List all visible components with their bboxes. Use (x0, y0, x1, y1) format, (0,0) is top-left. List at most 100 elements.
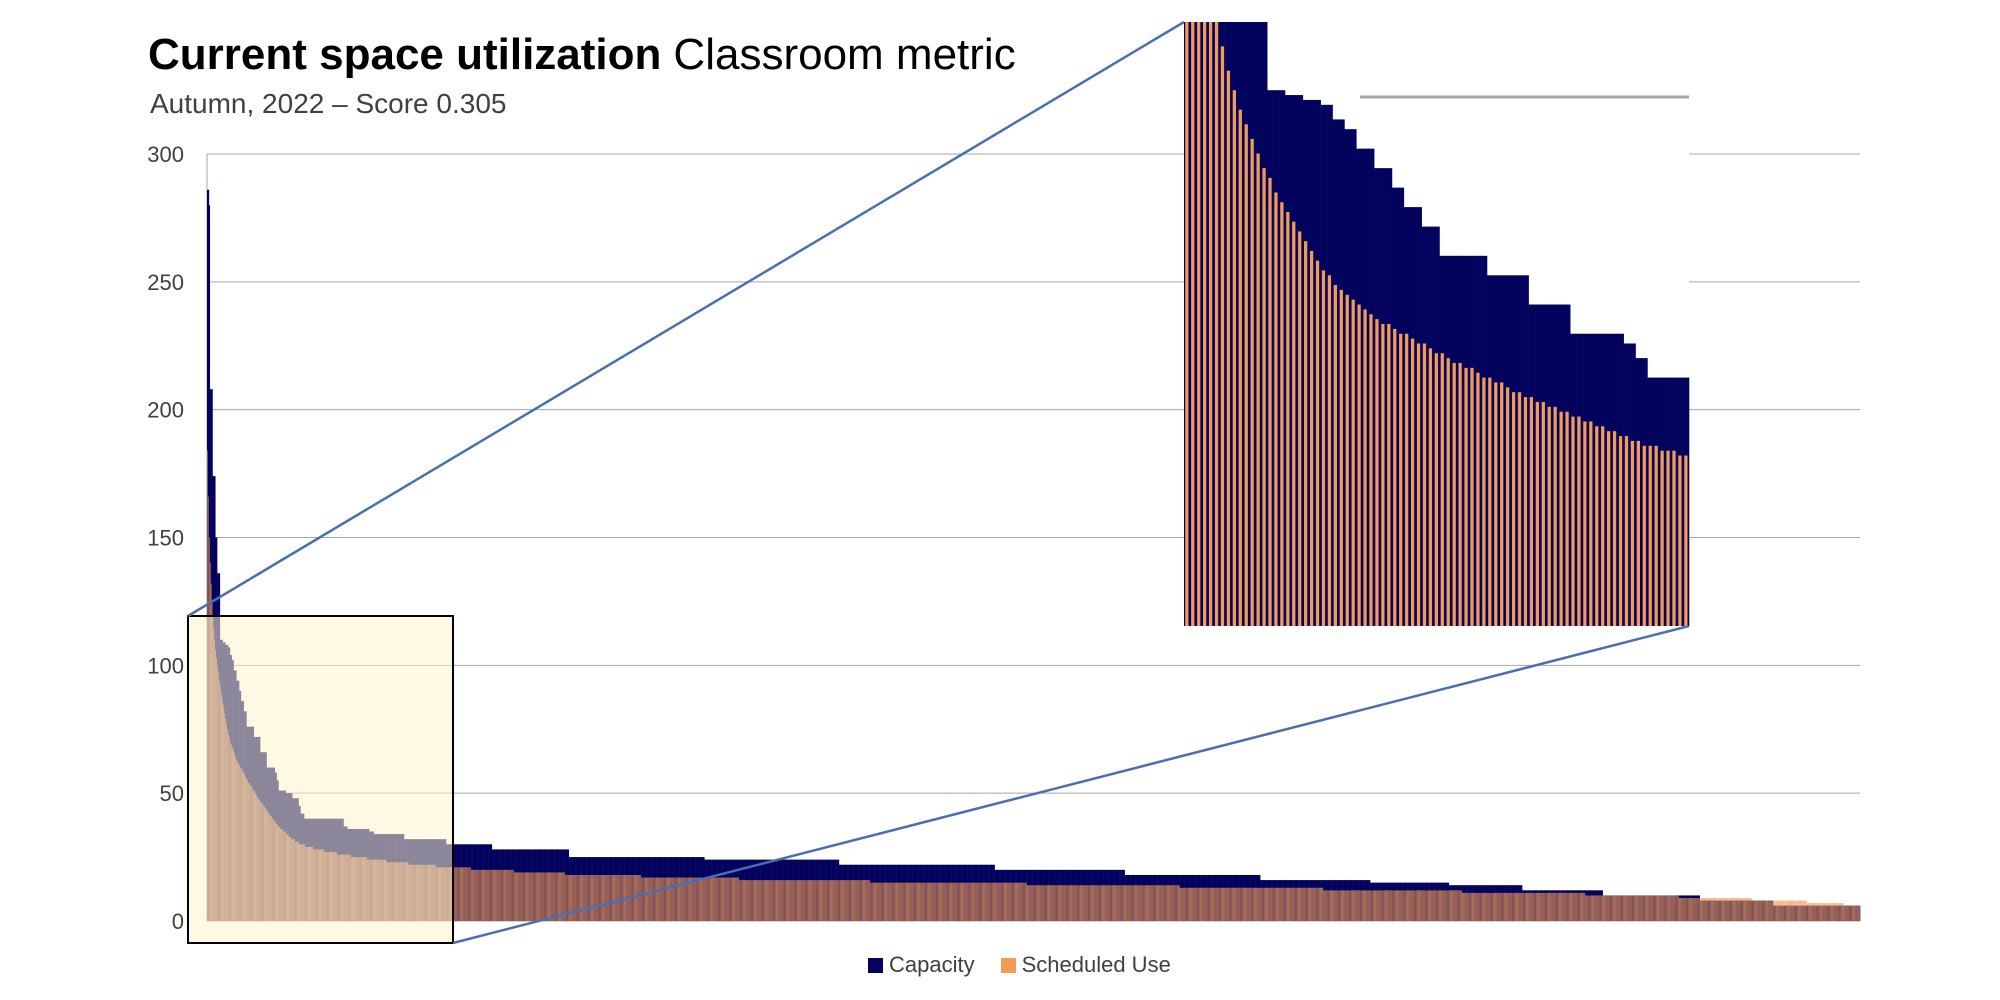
scheduled-use-bar (688, 877, 690, 921)
scheduled-use-bar (578, 874, 580, 921)
scheduled-use-bar (1532, 892, 1533, 921)
scheduled-use-bar (1423, 890, 1424, 921)
scheduled-use-bar (1080, 885, 1082, 921)
scheduled-use-bar (884, 882, 886, 921)
scheduled-use-bar (769, 880, 771, 921)
scheduled-use-bar (1553, 892, 1554, 921)
scheduled-use-bar (1616, 895, 1618, 921)
scheduled-use-bar (1162, 885, 1163, 921)
scheduled-use-bar (1697, 897, 1698, 921)
scheduled-use-bar (1236, 887, 1238, 921)
scheduled-use-bar (978, 882, 979, 921)
scheduled-use-bar (1299, 887, 1301, 921)
scheduled-use-bar (514, 872, 516, 921)
inset-scheduled-use-bar (1363, 309, 1367, 626)
scheduled-use-bar (478, 869, 479, 921)
scheduled-use-bar (1721, 897, 1723, 921)
scheduled-use-bar (1714, 897, 1716, 921)
inset-scheduled-use-bar (1304, 241, 1308, 626)
scheduled-use-bar (701, 877, 703, 921)
inset-scheduled-use-bar (1511, 392, 1516, 626)
scheduled-use-bar (1075, 885, 1076, 921)
scheduled-use-bar (1197, 887, 1198, 921)
scheduled-use-bar (1613, 895, 1615, 921)
scheduled-use-bar (966, 882, 967, 921)
scheduled-use-bar (664, 877, 665, 921)
scheduled-use-bar (1797, 900, 1799, 921)
inset-scheduled-use-bar (1422, 343, 1427, 626)
scheduled-use-bar (1680, 897, 1682, 921)
scheduled-use-bar (1677, 895, 1678, 921)
scheduled-use-bar (1629, 895, 1631, 921)
scheduled-use-bar (949, 882, 951, 921)
scheduled-use-bar (522, 872, 523, 921)
scheduled-use-bar (1218, 887, 1219, 921)
scheduled-use-bar (1385, 890, 1387, 921)
scheduled-use-bar (1654, 895, 1655, 921)
inset-scheduled-use-bar (1357, 304, 1361, 626)
scheduled-use-bar (1144, 885, 1145, 921)
scheduled-use-bar (946, 882, 947, 921)
scheduled-use-bar (767, 880, 769, 921)
scheduled-use-bar (1803, 900, 1805, 921)
scheduled-use-bar (1551, 892, 1553, 921)
scheduled-use-bar (1374, 890, 1376, 921)
scheduled-use-bar (1525, 892, 1527, 921)
scheduled-use-bar (1118, 885, 1119, 921)
scheduled-use-bar (1841, 903, 1843, 921)
scheduled-use-bar (963, 882, 965, 921)
connector-line-top (187, 20, 1185, 618)
scheduled-use-bar (1302, 887, 1304, 921)
scheduled-use-bar (1769, 900, 1771, 921)
scheduled-use-bar (728, 877, 729, 921)
inset-scheduled-use-bar (1452, 362, 1456, 626)
scheduled-use-bar (1459, 890, 1460, 921)
scheduled-use-bar (1574, 892, 1576, 921)
scheduled-use-bar (1625, 895, 1627, 921)
scheduled-use-bar (557, 872, 559, 921)
scheduled-use-bar (1187, 887, 1188, 921)
scheduled-use-bar (1821, 903, 1823, 921)
scheduled-use-bar (932, 882, 934, 921)
scheduled-use-bar (1463, 892, 1465, 921)
scheduled-use-bar (1418, 890, 1420, 921)
scheduled-use-bar (1397, 890, 1399, 921)
scheduled-use-bar (1751, 897, 1752, 921)
scheduled-use-bar (882, 882, 883, 921)
scheduled-use-bar (1467, 892, 1468, 921)
scheduled-use-bar (954, 882, 956, 921)
scheduled-use-bar (1213, 887, 1215, 921)
scheduled-use-bar (925, 882, 926, 921)
scheduled-use-bar (1327, 890, 1328, 921)
scheduled-use-bar (774, 880, 775, 921)
scheduled-use-bar (1388, 890, 1390, 921)
scheduled-use-bar (523, 872, 524, 921)
scheduled-use-bar (822, 880, 824, 921)
scheduled-use-bar (1141, 885, 1142, 921)
scheduled-use-bar (1773, 900, 1774, 921)
scheduled-use-bar (1248, 887, 1250, 921)
scheduled-use-bar (1855, 905, 1857, 921)
inset-scheduled-use-bar (1244, 124, 1248, 627)
scheduled-use-bar (1766, 900, 1768, 921)
scheduled-use-bar (1053, 885, 1054, 921)
scheduled-use-bar (1233, 887, 1235, 921)
scheduled-use-bar (1814, 903, 1815, 921)
scheduled-use-bar (857, 880, 858, 921)
scheduled-use-bar (961, 882, 963, 921)
scheduled-use-bar (1646, 895, 1648, 921)
scheduled-use-bar (1584, 892, 1586, 921)
scheduled-use-bar (1427, 890, 1428, 921)
scheduled-use-bar (1130, 885, 1131, 921)
scheduled-use-bar (533, 872, 534, 921)
scheduled-use-bar (1430, 890, 1432, 921)
scheduled-use-bar (1249, 887, 1250, 921)
scheduled-use-bar (611, 874, 612, 921)
scheduled-use-bar (1740, 897, 1741, 921)
scheduled-use-bar (1859, 905, 1860, 921)
scheduled-use-bar (1577, 892, 1578, 921)
scheduled-use-bar (575, 874, 576, 921)
scheduled-use-bar (1056, 885, 1057, 921)
scheduled-use-bar (1601, 895, 1603, 921)
